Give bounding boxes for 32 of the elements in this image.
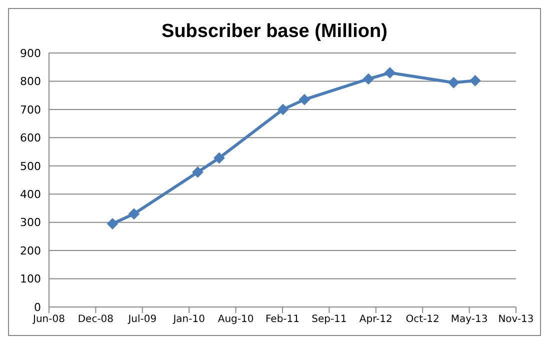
point [384,67,396,78]
y-tick-label: 300 [20,216,41,230]
point [107,218,118,230]
x-tick-label: Jan-10 [172,314,205,326]
point [362,73,374,84]
y-tick-label: 400 [20,188,41,202]
point [192,166,204,178]
x-tick-label: Feb-11 [265,314,300,326]
y-tick-label: 800 [20,75,41,88]
x-tick-label: Jun-08 [32,314,65,326]
y-tick-label: 600 [20,132,41,145]
x-tick-label: Apr-12 [359,314,392,326]
x-tick-label: May-13 [450,314,488,326]
point [448,77,460,88]
y-tick-label: 0 [34,300,41,314]
point [470,75,481,86]
point [298,94,310,106]
y-tick-label: 900 [20,46,41,60]
point [128,208,140,220]
x-tick-label: Aug-10 [218,314,254,326]
chart-title: Subscriber base (Million) [160,21,388,44]
y-tick-label: 700 [20,103,41,116]
y-tick-label: 100 [20,272,41,286]
x-tick-label: Dec-08 [78,314,114,326]
x-tick-label: Jul-09 [127,314,157,326]
point [277,104,288,115]
y-tick-label: 200 [20,244,41,258]
y-tick-label: 500 [20,160,41,173]
x-tick-label: Sep-11 [312,314,347,326]
x-tick-label: Oct-12 [406,314,440,326]
point [214,152,225,164]
x-tick-label: Nov-13 [498,314,534,326]
